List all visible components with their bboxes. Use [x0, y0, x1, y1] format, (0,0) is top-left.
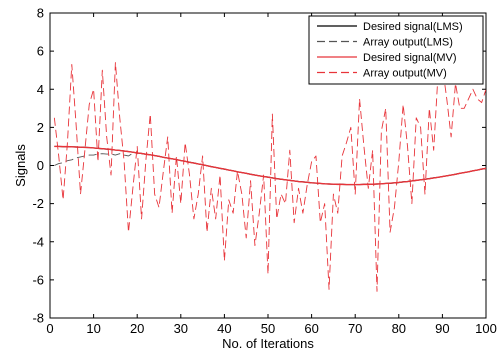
x-tick-label: 0 [46, 321, 53, 336]
y-tick-label: 8 [37, 6, 44, 21]
legend-label: Array output(LMS) [363, 37, 453, 49]
y-tick-label: -6 [32, 272, 44, 287]
x-tick-label: 30 [174, 321, 188, 336]
y-tick-label: 6 [37, 44, 44, 59]
legend: Desired signal(LMS) Array output(LMS) Desi… [308, 15, 484, 85]
legend-label: Desired signal(LMS) [363, 21, 463, 33]
x-tick-label: 60 [304, 321, 318, 336]
y-axis: -8 -6 -4 -2 0 2 4 6 8 [32, 6, 486, 326]
y-tick-label: 2 [37, 120, 44, 135]
x-axis-label: No. of Iterations [222, 336, 314, 349]
x-tick-label: 20 [130, 321, 144, 336]
x-tick-label: 70 [348, 321, 362, 336]
x-tick-label: 50 [261, 321, 275, 336]
legend-label: Desired signal(MV) [363, 52, 457, 64]
y-axis-label: Signals [13, 144, 28, 187]
x-tick-label: 80 [392, 321, 406, 336]
legend-box [308, 15, 484, 85]
series-layer [53, 62, 486, 292]
y-tick-label: 0 [37, 158, 44, 173]
x-tick-label: 10 [86, 321, 100, 336]
x-tick-label: 40 [217, 321, 231, 336]
y-tick-label: -8 [32, 311, 44, 326]
y-tick-label: -4 [32, 234, 44, 249]
x-tick-label: 90 [435, 321, 449, 336]
series-line-desired-signal-mv [54, 145, 486, 186]
legend-label: Array output(MV) [363, 68, 447, 80]
x-axis: 0 10 20 30 40 50 60 70 80 90 100 [46, 13, 497, 336]
x-tick-label: 100 [475, 321, 497, 336]
series-line-array-output-mv [53, 62, 486, 292]
y-tick-label: 4 [37, 82, 44, 97]
y-tick-label: -2 [32, 196, 44, 211]
